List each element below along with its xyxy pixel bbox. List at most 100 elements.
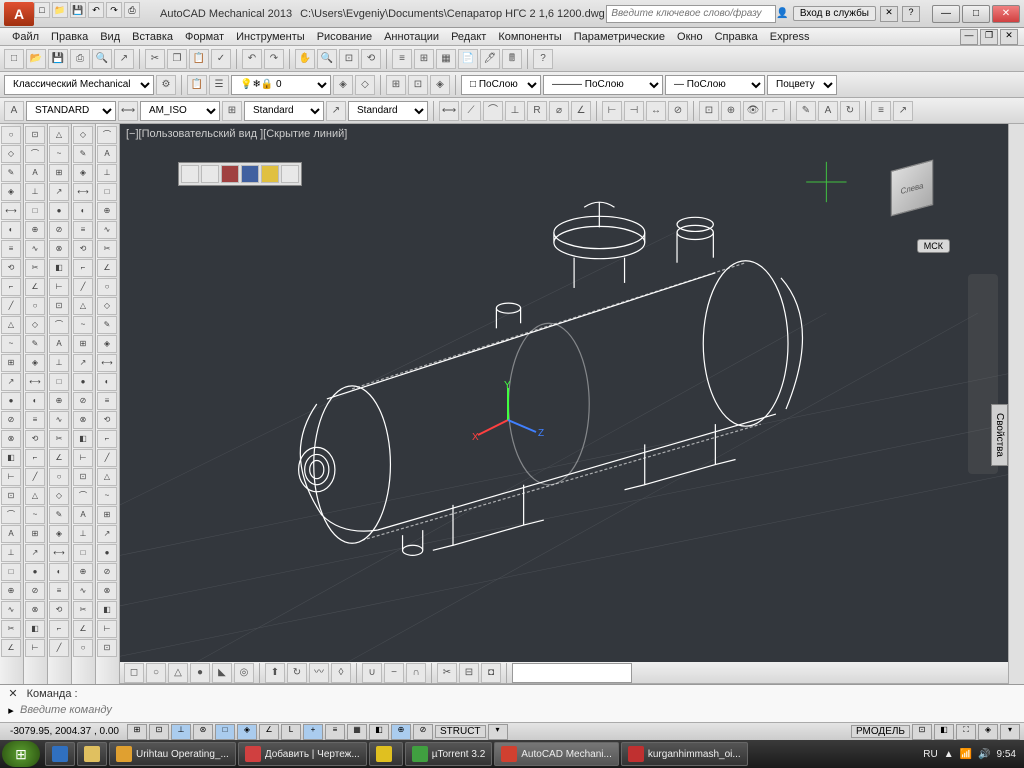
tol-icon[interactable]: ⊡ [699,101,719,121]
tool-btn-4-2[interactable]: ◈ [73,164,93,182]
rmodel-label[interactable]: РМОДЕЛЬ [851,725,910,738]
ws-settings-icon[interactable]: ⚙ [156,75,176,95]
tool-btn-4-10[interactable]: ~ [73,316,93,334]
zoom-win-icon[interactable]: ⊡ [339,49,359,69]
start-button[interactable]: ⊞ [2,741,40,767]
tool-btn-5-9[interactable]: ◇ [97,297,117,315]
tool-btn-5-0[interactable]: ⌒ [97,126,117,144]
tool-btn-2-26[interactable]: ◧ [25,620,45,638]
preview-icon[interactable]: 🔍 [92,49,112,69]
tray-net-icon[interactable]: 📶 [960,749,972,760]
wedge-icon[interactable]: ◣ [212,663,232,683]
dim-upd-icon[interactable]: ↻ [840,101,860,121]
tool-btn-5-22[interactable]: ● [97,544,117,562]
tool-btn-5-8[interactable]: ○ [97,278,117,296]
properties-palette-tab[interactable]: Свойства [991,404,1008,466]
tool-btn-5-24[interactable]: ⊗ [97,582,117,600]
layer-props-icon[interactable]: 📋 [187,75,207,95]
tool-btn-2-6[interactable]: ∿ [25,240,45,258]
tool-btn-1-14[interactable]: ● [1,392,21,410]
task-item-3[interactable]: µTorrent 3.2 [405,742,493,766]
tool-btn-5-25[interactable]: ◧ [97,601,117,619]
minimize-button[interactable]: — [932,5,960,23]
tool-btn-1-18[interactable]: ⊢ [1,468,21,486]
tool-btn-1-25[interactable]: ∿ [1,601,21,619]
tool-btn-3-10[interactable]: ⌒ [49,316,69,334]
tool-btn-5-15[interactable]: ⟲ [97,411,117,429]
exchange-icon[interactable]: ✕ [880,6,898,22]
menu-insert[interactable]: Вставка [126,31,179,43]
dim-ord-icon[interactable]: ⊥ [505,101,525,121]
tool-btn-1-27[interactable]: ∠ [1,639,21,657]
tool-btn-4-27[interactable]: ○ [73,639,93,657]
dim-rad-icon[interactable]: R [527,101,547,121]
tool-btn-3-11[interactable]: A [49,335,69,353]
layer-make-icon[interactable]: ◈ [333,75,353,95]
tool-btn-4-26[interactable]: ∠ [73,620,93,638]
tool-btn-5-3[interactable]: □ [97,183,117,201]
viewcube[interactable]: Слева [878,154,948,224]
dim-linear-icon[interactable]: ⟷ [439,101,459,121]
tool-btn-5-20[interactable]: ⊞ [97,506,117,524]
tool-btn-1-19[interactable]: ⊡ [1,487,21,505]
dim-edit-icon[interactable]: ✎ [796,101,816,121]
doc-restore-icon[interactable]: ❐ [980,29,998,45]
lwt-button[interactable]: ≡ [325,724,345,740]
search-input[interactable] [606,5,776,23]
tool-btn-5-18[interactable]: △ [97,468,117,486]
tool-btn-3-21[interactable]: ◈ [49,525,69,543]
am-button[interactable]: ⊘ [413,724,433,740]
union-icon[interactable]: ∪ [362,663,382,683]
leader-icon[interactable]: ↗ [893,101,913,121]
tool-btn-2-8[interactable]: ∠ [25,278,45,296]
tool-btn-1-10[interactable]: △ [1,316,21,334]
tray-vol-icon[interactable]: 🔊 [978,749,990,760]
tool-btn-4-6[interactable]: ⟲ [73,240,93,258]
tool-btn-5-16[interactable]: ⌐ [97,430,117,448]
qat-new-icon[interactable]: □ [34,2,50,18]
tool-btn-2-12[interactable]: ◈ [25,354,45,372]
redo-icon[interactable]: ↷ [264,49,284,69]
subtract-icon[interactable]: − [384,663,404,683]
torus-icon[interactable]: ◎ [234,663,254,683]
qat-redo-icon[interactable]: ↷ [106,2,122,18]
tool-btn-3-2[interactable]: ⊞ [49,164,69,182]
tool-btn-1-21[interactable]: A [1,525,21,543]
tool-btn-3-17[interactable]: ∠ [49,449,69,467]
cmd-close-icon[interactable]: ✕ [6,687,20,700]
tool-btn-4-0[interactable]: ◇ [73,126,93,144]
tool-btn-1-13[interactable]: ↗ [1,373,21,391]
menu-components[interactable]: Компоненты [492,31,567,43]
tool-btn-5-19[interactable]: ~ [97,487,117,505]
tool-btn-3-26[interactable]: ⌐ [49,620,69,638]
snap-button[interactable]: ⊞ [127,724,147,740]
tb-b-icon[interactable]: ⊡ [408,75,428,95]
tool-btn-1-5[interactable]: ◐ [1,221,21,239]
tool-btn-1-23[interactable]: □ [1,563,21,581]
sb-clean-icon[interactable]: ▾ [1000,724,1020,740]
menu-help[interactable]: Справка [709,31,764,43]
tool-btn-5-5[interactable]: ∿ [97,221,117,239]
paste-icon[interactable]: 📋 [189,49,209,69]
sb-b-icon[interactable]: ◧ [934,724,954,740]
tool-btn-2-1[interactable]: ⌒ [25,145,45,163]
save-icon[interactable]: 💾 [48,49,68,69]
task-explorer[interactable] [77,742,107,766]
tool-btn-1-15[interactable]: ⊘ [1,411,21,429]
task-item-4[interactable]: AutoCAD Mechani... [494,742,619,766]
tool-btn-3-0[interactable]: △ [49,126,69,144]
text-style-icon[interactable]: A [4,101,24,121]
tool-btn-1-16[interactable]: ⊗ [1,430,21,448]
tool-btn-3-9[interactable]: ⊡ [49,297,69,315]
layer-state-icon[interactable]: ☰ [209,75,229,95]
tool-btn-3-20[interactable]: ✎ [49,506,69,524]
tool-btn-1-24[interactable]: ⊕ [1,582,21,600]
tool-btn-3-6[interactable]: ⊗ [49,240,69,258]
cut-icon[interactable]: ✂ [145,49,165,69]
section-icon[interactable]: ⊟ [459,663,479,683]
tool-btn-2-15[interactable]: ≡ [25,411,45,429]
qat-undo-icon[interactable]: ↶ [88,2,104,18]
tool-btn-1-17[interactable]: ◧ [1,449,21,467]
shell-icon[interactable]: ◘ [481,663,501,683]
tool-btn-2-16[interactable]: ⟲ [25,430,45,448]
